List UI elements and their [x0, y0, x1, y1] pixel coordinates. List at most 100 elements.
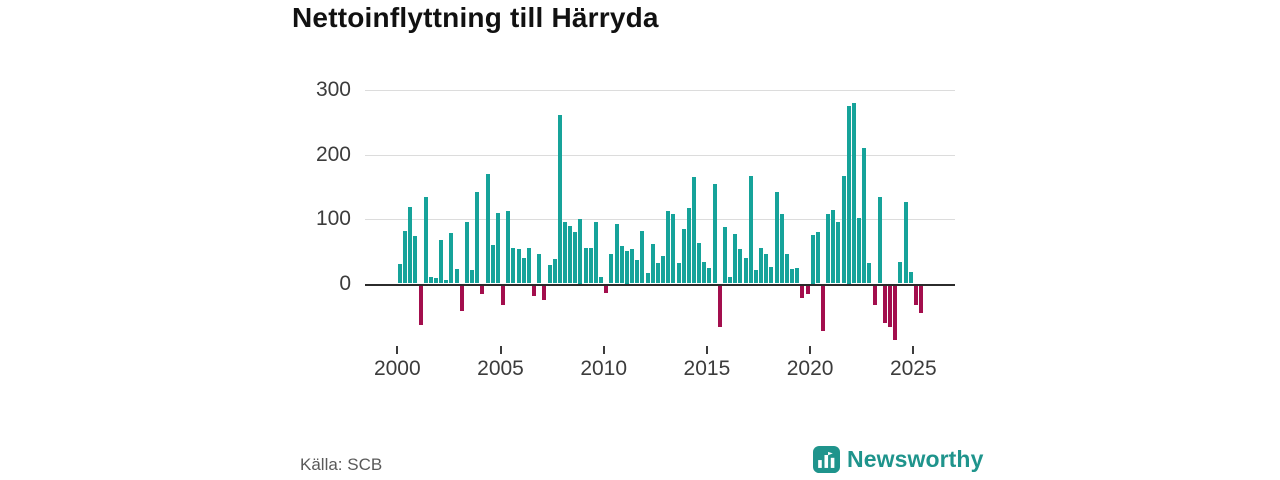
gridline-300 — [365, 90, 955, 91]
chart-title: Nettoinflyttning till Härryda — [292, 2, 659, 33]
x-axis-label-2025: 2025 — [889, 357, 937, 380]
bar-2020Q4 — [826, 213, 831, 284]
bar-2005Q1 — [501, 286, 506, 306]
bar-2022Q3 — [862, 148, 867, 284]
y-axis-label-0: 0 — [339, 271, 351, 295]
bar-2017Q4 — [764, 254, 769, 284]
bar-2021Q3 — [841, 175, 846, 284]
bar-2017Q1 — [748, 175, 753, 284]
y-axis-label-200: 200 — [315, 142, 351, 166]
bar-2006Q3 — [532, 286, 537, 297]
bar-2016Q2 — [733, 234, 738, 284]
bar-2016Q3 — [738, 249, 743, 284]
bar-2013Q2 — [671, 213, 676, 284]
bar-2000Q4 — [413, 236, 418, 284]
source-label: Källa: SCB — [300, 455, 383, 474]
bar-2002Q4 — [454, 269, 459, 284]
bar-2010Q4 — [619, 246, 624, 284]
bar-2024Q1 — [893, 286, 898, 340]
bar-2014Q1 — [686, 208, 691, 284]
bar-2017Q3 — [759, 248, 764, 284]
bar-2005Q4 — [516, 249, 521, 284]
bar-2008Q1 — [563, 222, 567, 284]
bar-2016Q4 — [743, 257, 748, 284]
bar-2006Q4 — [537, 254, 542, 284]
bar-2018Q1 — [769, 266, 774, 284]
bar-2001Q1 — [418, 286, 423, 325]
newsworthy-bar-chart-icon — [813, 446, 840, 473]
gridline-100 — [365, 219, 955, 220]
bar-2013Q3 — [676, 262, 681, 284]
bar-2020Q1 — [810, 235, 815, 284]
bar-2015Q4 — [722, 227, 727, 284]
bar-2005Q2 — [506, 210, 511, 284]
bar-2018Q2 — [774, 191, 779, 284]
bar-2015Q3 — [717, 286, 722, 327]
bar-2004Q3 — [490, 245, 495, 284]
bar-2002Q1 — [439, 239, 444, 284]
bar-2014Q2 — [692, 177, 696, 284]
x-axis-label-2005: 2005 — [477, 357, 524, 380]
newsworthy-wordmark: Newsworthy — [847, 446, 984, 472]
bar-2001Q3 — [428, 277, 433, 284]
bar-2015Q1 — [707, 268, 712, 284]
bar-2012Q4 — [661, 256, 666, 284]
bar-2001Q4 — [434, 277, 438, 284]
bar-2010Q1 — [604, 286, 609, 294]
bar-2019Q1 — [790, 269, 795, 284]
bar-2019Q3 — [800, 286, 805, 298]
bar-2008Q3 — [573, 231, 578, 284]
x-tick-2015 — [705, 346, 708, 354]
bar-2003Q1 — [459, 286, 464, 311]
bar-2019Q2 — [795, 268, 800, 284]
y-axis-label-100: 100 — [315, 207, 351, 230]
bar-2018Q4 — [784, 254, 789, 284]
bar-2004Q4 — [495, 212, 500, 284]
bar-2012Q3 — [655, 262, 660, 284]
bar-2003Q3 — [470, 269, 475, 284]
bar-2007Q2 — [547, 264, 552, 284]
bar-2002Q3 — [449, 232, 454, 284]
y-axis-label-300: 300 — [315, 78, 351, 101]
bar-2013Q1 — [666, 210, 671, 284]
bar-2024Q3 — [903, 202, 908, 284]
x-axis-label-2000: 2000 — [373, 357, 421, 380]
bar-2014Q3 — [697, 242, 702, 284]
bar-2007Q3 — [552, 258, 557, 284]
bar-2022Q2 — [857, 217, 862, 284]
bar-2001Q2 — [423, 197, 428, 284]
bar-2022Q1 — [851, 102, 856, 284]
bar-2006Q2 — [526, 248, 531, 284]
x-axis-zero-line — [365, 283, 955, 286]
bar-2007Q1 — [542, 286, 547, 300]
bar-2009Q2 — [588, 248, 593, 284]
x-tick-2010 — [602, 346, 605, 354]
bar-2021Q4 — [846, 106, 851, 284]
bar-2020Q2 — [815, 231, 820, 284]
bar-2023Q3 — [882, 286, 887, 324]
bar-2013Q4 — [681, 228, 686, 284]
bar-2011Q2 — [630, 249, 635, 284]
plot-area: 0 100 200 300 2000 2005 2010 2015 2020 2025 — [316, 78, 955, 390]
x-tick-2000 — [396, 346, 399, 354]
x-axis-label-2010: 2010 — [580, 357, 628, 380]
bar-2010Q3 — [614, 224, 619, 284]
newsworthy-logo[interactable]: Newsworthy — [813, 446, 983, 473]
bar-2004Q2 — [485, 173, 490, 284]
bar-2023Q1 — [872, 286, 877, 306]
bar-2004Q1 — [480, 286, 485, 295]
bar-2023Q2 — [877, 197, 882, 284]
bar-2011Q3 — [635, 259, 640, 284]
bar-2025Q1 — [913, 286, 918, 305]
bar-2011Q1 — [624, 251, 629, 284]
bar-2000Q1 — [397, 264, 402, 284]
x-tick-2025 — [912, 346, 915, 354]
bar-2000Q2 — [403, 230, 408, 284]
bar-2007Q4 — [557, 114, 562, 284]
bar-2005Q3 — [511, 248, 516, 284]
bar-2025Q2 — [919, 286, 924, 314]
bar-2016Q1 — [728, 277, 733, 284]
bar-2018Q3 — [779, 213, 784, 284]
bar-2009Q4 — [599, 277, 604, 284]
